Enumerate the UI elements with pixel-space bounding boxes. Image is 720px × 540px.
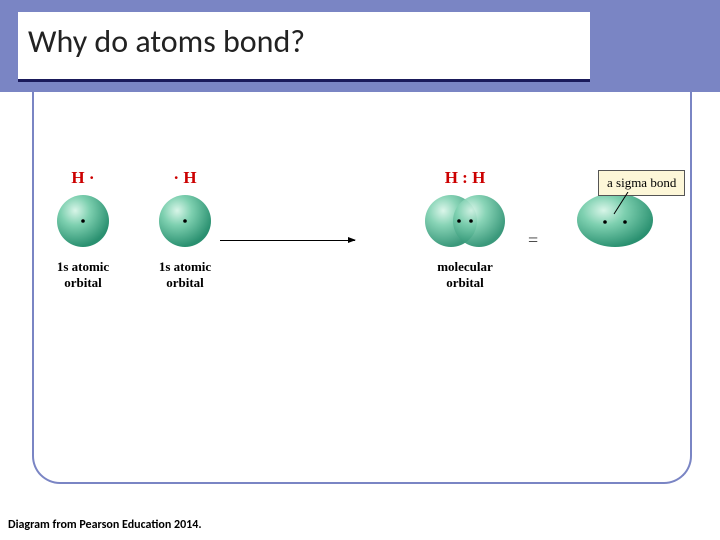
footer-citation: Diagram from Pearson Education 2014. bbox=[8, 518, 202, 532]
callout-line bbox=[612, 192, 630, 216]
molecule-caption: molecular orbital bbox=[415, 259, 515, 290]
page-title: Why do atoms bond? bbox=[28, 22, 574, 61]
reaction-arrow bbox=[220, 240, 355, 241]
molecular-orbital: H : H molecular orbital bbox=[415, 168, 515, 290]
atom-2: · H 1s atomic orbital bbox=[150, 168, 220, 290]
orbital-sphere-2 bbox=[150, 194, 220, 253]
molecular-sphere bbox=[415, 194, 515, 253]
title-box: Why do atoms bond? bbox=[18, 12, 590, 82]
atom-2-caption: 1s atomic orbital bbox=[150, 259, 220, 290]
molecule-label: H : H bbox=[415, 168, 515, 188]
atom-2-label: · H bbox=[150, 168, 220, 188]
equals-sign: = bbox=[528, 230, 538, 251]
atom-1-caption: 1s atomic orbital bbox=[48, 259, 118, 290]
atom-1: H · 1s atomic orbital bbox=[48, 168, 118, 290]
bonding-diagram: H · 1s atomic orbital · H bbox=[0, 168, 720, 318]
orbital-sphere-1 bbox=[48, 194, 118, 253]
atom-1-label: H · bbox=[48, 168, 118, 188]
